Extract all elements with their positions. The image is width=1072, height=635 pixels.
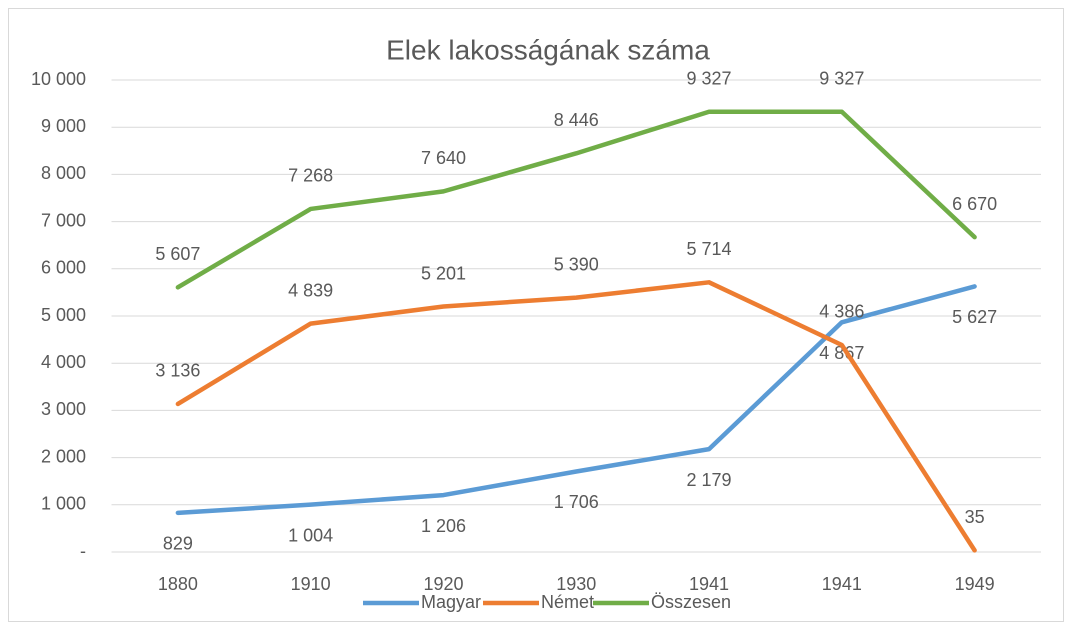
legend-label: Német xyxy=(541,592,594,612)
y-tick-label: - xyxy=(80,541,86,561)
x-tick-label: 1941 xyxy=(689,574,729,594)
chart-title: Elek lakosságának száma xyxy=(386,34,710,65)
data-label: 5 390 xyxy=(554,254,599,274)
data-label: 35 xyxy=(965,507,985,527)
y-tick-label: 10 000 xyxy=(31,69,86,89)
data-label: 5 607 xyxy=(155,244,200,264)
data-label: 1 004 xyxy=(288,525,333,545)
y-tick-label: 9 000 xyxy=(41,116,86,136)
data-label: 6 670 xyxy=(952,194,997,214)
x-tick-label: 1949 xyxy=(955,574,995,594)
chart-border xyxy=(8,8,1064,622)
data-label: 8 446 xyxy=(554,110,599,130)
data-label: 7 640 xyxy=(421,148,466,168)
line xyxy=(175,280,977,553)
legend-label: Magyar xyxy=(421,592,481,612)
data-label: 4 386 xyxy=(819,302,864,322)
legend-label: Összesen xyxy=(651,592,731,612)
data-label: 4 867 xyxy=(819,343,864,363)
y-tick-label: 5 000 xyxy=(41,305,86,325)
data-label: 5 201 xyxy=(421,263,466,283)
y-tick-label: 1 000 xyxy=(41,494,86,514)
y-tick-label: 6 000 xyxy=(41,258,86,278)
data-label: 9 327 xyxy=(819,69,864,89)
x-tick-label: 1941 xyxy=(822,574,862,594)
y-tick-label: 4 000 xyxy=(41,352,86,372)
data-label: 4 839 xyxy=(288,280,333,300)
y-tick-label: 3 000 xyxy=(41,399,86,419)
line xyxy=(175,109,977,290)
x-tick-label: 1920 xyxy=(423,574,463,594)
x-tick-label: 1910 xyxy=(291,574,331,594)
data-label: 7 268 xyxy=(288,166,333,186)
data-label: 5 714 xyxy=(687,239,732,259)
data-label: 9 327 xyxy=(687,69,732,89)
data-label: 3 136 xyxy=(155,361,200,381)
data-label: 829 xyxy=(163,534,193,554)
y-tick-label: 8 000 xyxy=(41,163,86,183)
y-tick-label: 7 000 xyxy=(41,210,86,230)
data-label: 1 206 xyxy=(421,516,466,536)
x-tick-label: 1930 xyxy=(556,574,596,594)
x-tick-label: 1880 xyxy=(158,574,198,594)
line xyxy=(175,284,977,516)
data-label: 2 179 xyxy=(687,470,732,490)
y-tick-label: 2 000 xyxy=(41,446,86,466)
data-label: 1 706 xyxy=(554,492,599,512)
data-label: 5 627 xyxy=(952,307,997,327)
